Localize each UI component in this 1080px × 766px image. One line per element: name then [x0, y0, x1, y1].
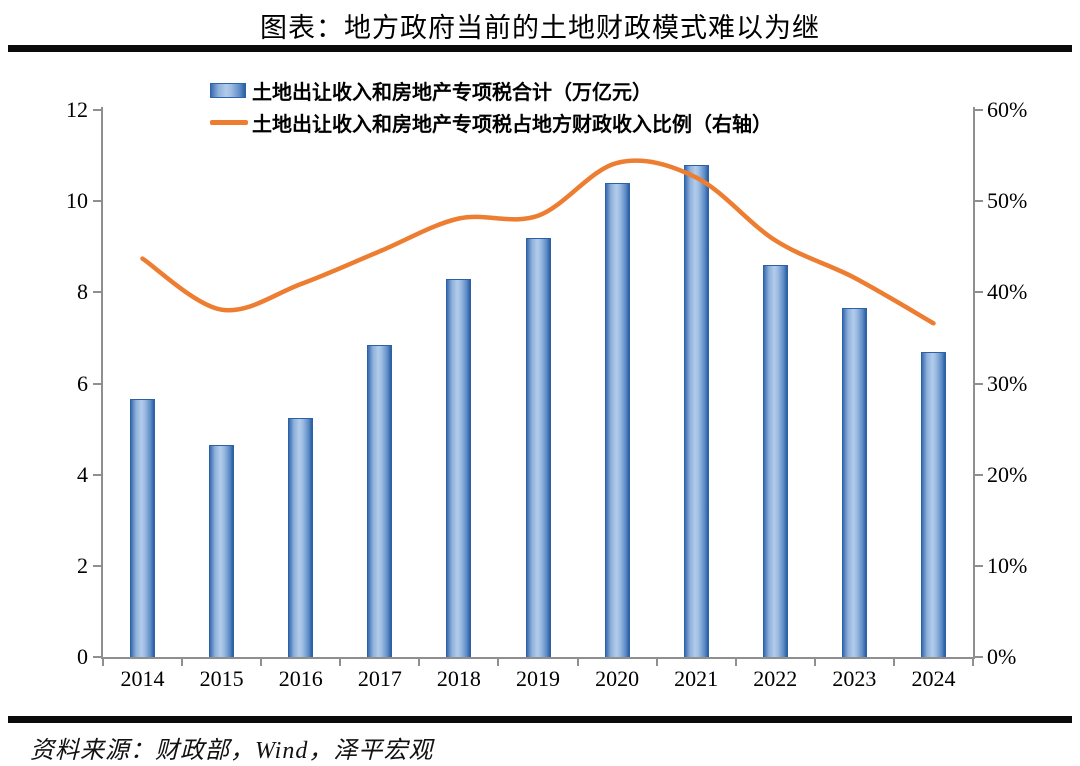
y-axis-right-label: 50% [987, 188, 1028, 214]
y-axis-left-label: 0 [77, 644, 88, 669]
x-axis-tick [576, 659, 579, 666]
legend-item-line-series: 土地出让收入和房地产专项税占地方财政收入比例（右轴） [210, 106, 772, 138]
x-axis-tick [497, 659, 500, 666]
x-axis-label: 2024 [911, 666, 956, 691]
bar-2020 [604, 182, 630, 657]
bottom-divider-rule [8, 716, 1072, 723]
x-axis-label: 2019 [516, 666, 560, 691]
x-axis-tick [655, 659, 658, 666]
line-series-label: 土地出让收入和房地产专项税占地方财政收入比例（右轴） [252, 113, 772, 136]
x-axis-label: 2023 [832, 666, 877, 691]
x-axis-tick [813, 659, 816, 666]
y-axis-left-label: 6 [77, 370, 88, 396]
x-axis-label: 2015 [199, 666, 244, 691]
y-axis-right-label: 40% [987, 279, 1028, 305]
bar-2019 [525, 237, 551, 657]
x-axis-tick [734, 659, 737, 666]
x-axis-label: 2016 [278, 666, 323, 691]
bar-series-label: 土地出让收入和房地产专项税合计（万亿元） [252, 81, 652, 104]
legend: 土地出让收入和房地产专项税合计（万亿元） 土地出让收入和房地产专项税占地方财政收… [210, 74, 772, 138]
y-axis-right-label: 10% [987, 552, 1028, 578]
x-axis-label: 2017 [357, 666, 402, 691]
y-axis-right-tick [975, 473, 983, 476]
y-axis-left-tick [93, 473, 101, 476]
bar-2016 [288, 417, 314, 657]
bar-2021 [683, 164, 709, 657]
bar-2014 [130, 399, 156, 657]
y-axis-left-tick [93, 109, 101, 111]
x-axis-tick [339, 659, 342, 666]
y-axis-left-label: 4 [77, 461, 88, 487]
x-axis-label: 2022 [753, 666, 798, 691]
bar-2015 [209, 445, 235, 657]
bar-2024 [920, 351, 946, 657]
bar-2022 [762, 264, 788, 657]
y-axis-left [101, 107, 103, 659]
y-axis-right-tick [975, 656, 983, 658]
bar-2023 [841, 308, 867, 657]
x-axis-tick [972, 659, 974, 666]
x-axis-label: 2014 [120, 666, 165, 691]
y-axis-left-tick [93, 564, 101, 567]
y-axis-right-tick [975, 564, 983, 567]
y-axis-left-label: 10 [66, 188, 88, 214]
top-divider-rule [8, 45, 1072, 52]
x-axis [101, 657, 975, 659]
y-axis-right-tick [975, 291, 983, 294]
y-axis-right-tick [975, 109, 983, 111]
y-axis-left-tick [93, 656, 101, 658]
bar-2017 [367, 344, 393, 657]
x-axis-tick [892, 659, 895, 666]
y-axis-left-tick [93, 200, 101, 203]
x-axis-tick [181, 659, 184, 666]
legend-item-bar-series: 土地出让收入和房地产专项税合计（万亿元） [210, 74, 772, 106]
bar-series-swatch-icon [210, 82, 246, 98]
bar-2018 [446, 278, 472, 657]
y-axis-right-label: 60% [987, 97, 1028, 122]
y-axis-right [973, 107, 975, 659]
x-axis-label: 2021 [674, 666, 719, 691]
y-axis-right-label: 20% [987, 461, 1028, 487]
y-axis-right-tick [975, 382, 983, 385]
y-axis-left-label: 2 [77, 552, 88, 578]
line-series-swatch-icon [210, 119, 248, 125]
x-axis-label: 2020 [595, 666, 640, 691]
source-note: 资料来源：财政部，Wind，泽平宏观 [30, 738, 434, 764]
y-axis-right-tick [975, 200, 983, 203]
y-axis-right-label: 0% [987, 644, 1017, 669]
x-axis-label: 2018 [436, 666, 481, 691]
y-axis-left-label: 12 [66, 97, 88, 122]
y-axis-left-tick [93, 291, 101, 294]
x-axis-tick [102, 659, 104, 666]
y-axis-right-label: 30% [987, 370, 1028, 396]
y-axis-left-label: 8 [77, 279, 88, 305]
y-axis-left-tick [93, 382, 101, 385]
x-axis-tick [418, 659, 421, 666]
chart-title: 图表：地方政府当前的土地财政模式难以为继 [260, 13, 820, 43]
x-axis-tick [260, 659, 263, 666]
